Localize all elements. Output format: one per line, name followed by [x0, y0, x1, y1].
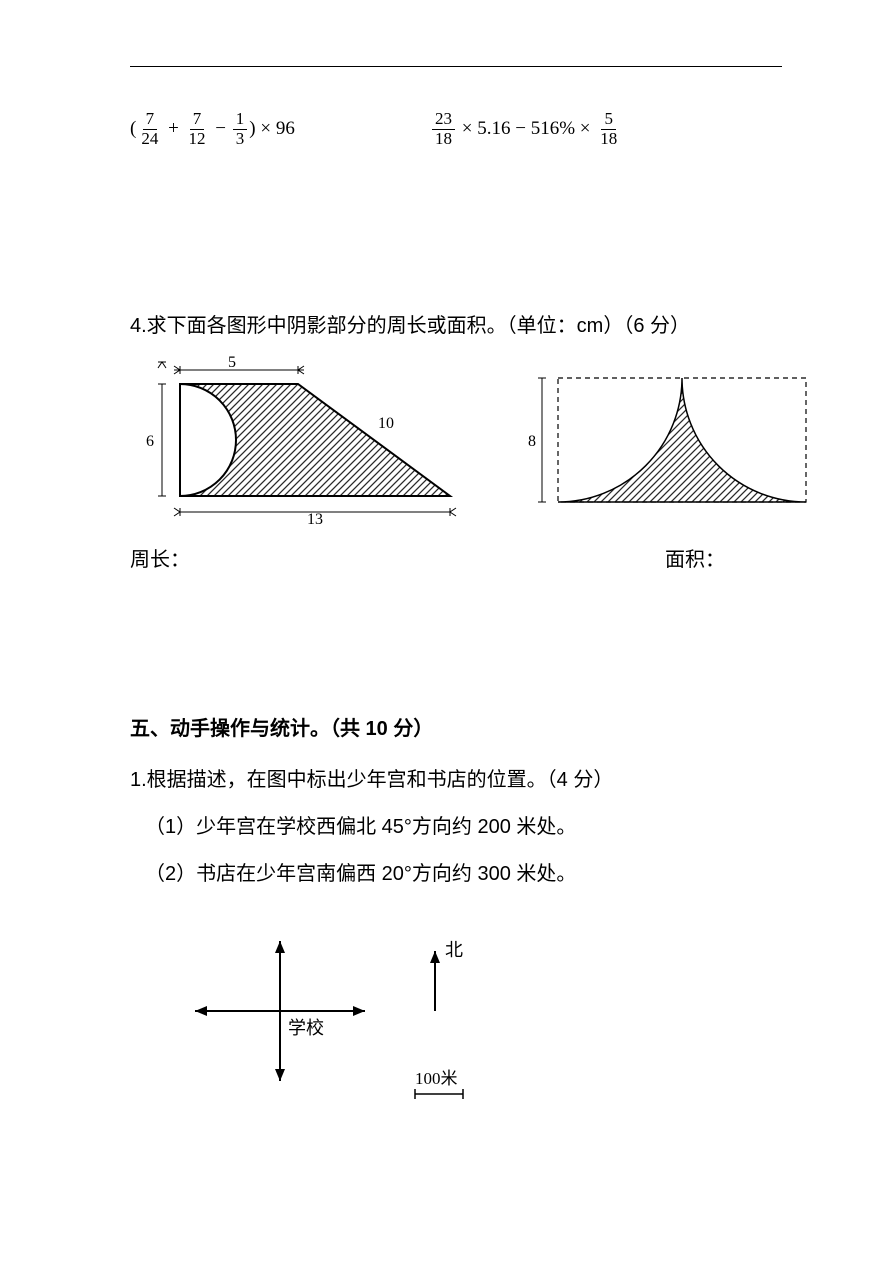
minus-op: −	[211, 118, 231, 140]
value-516-pct: 516%	[531, 118, 575, 140]
plus-op: +	[163, 118, 183, 140]
curved-svg: 8	[520, 366, 820, 526]
dim-13: 13	[307, 511, 323, 526]
trapezoid-svg: 5 6 10 13	[130, 356, 470, 526]
scale-bar: 100米	[415, 1069, 463, 1099]
page-top-rule	[130, 66, 782, 67]
compass-diagram: 学校 北 100米	[180, 916, 782, 1121]
scale-label: 100米	[415, 1069, 458, 1088]
label-north: 北	[445, 940, 463, 960]
perimeter-label: 周长：	[130, 543, 665, 572]
times-op: ×	[457, 118, 477, 140]
equation-2: 23 18 × 5.16 − 516% × 5 18	[430, 110, 782, 148]
sub-item-2: （2）书店在少年宫南偏西 20°方向约 300 米处。	[145, 857, 782, 886]
question-5-1-title: 1.根据描述，在图中标出少年宫和书店的位置。（4 分）	[130, 763, 782, 792]
figure-curved: 8	[520, 366, 820, 531]
sub-item-1: （1）少年宫在学校西偏北 45°方向约 200 米处。	[145, 810, 782, 839]
section-5-heading: 五、动手操作与统计。（共 10 分）	[130, 712, 782, 741]
question-4-title: 4.求下面各图形中阴影部分的周长或面积。（单位：cm）（6 分）	[130, 308, 782, 344]
perimeter-area-row: 周长： 面积：	[130, 543, 782, 572]
value-5-16: 5.16	[477, 118, 510, 140]
fraction-7-24: 7 24	[138, 110, 161, 148]
times-op-2: ×	[575, 118, 595, 140]
paren-close-mult: ) ×	[249, 118, 276, 140]
equation-multiplier: 96	[276, 118, 295, 140]
area-label: 面积：	[665, 543, 725, 572]
paren-open: (	[130, 118, 136, 140]
minus-op-2: −	[510, 118, 530, 140]
fraction-7-12: 7 12	[186, 110, 209, 148]
fraction-5-18: 5 18	[597, 110, 620, 148]
compass-svg: 学校 北 100米	[180, 916, 500, 1116]
dim-6: 6	[146, 433, 154, 450]
figure-trapezoid: 5 6 10 13	[130, 356, 470, 531]
compass-cross	[195, 941, 365, 1081]
dim-10: 10	[378, 415, 394, 432]
label-school: 学校	[288, 1018, 324, 1038]
fraction-1-3: 1 3	[233, 110, 248, 148]
equations-row: ( 7 24 + 7 12 − 1 3 ) × 96 23 18	[130, 110, 782, 148]
figures-row: 5 6 10 13	[130, 356, 782, 531]
dim-8: 8	[528, 433, 536, 450]
fraction-23-18: 23 18	[432, 110, 455, 148]
equation-1: ( 7 24 + 7 12 − 1 3 ) × 96	[130, 110, 430, 148]
north-indicator: 北	[430, 940, 463, 1011]
dim-5: 5	[228, 356, 236, 371]
